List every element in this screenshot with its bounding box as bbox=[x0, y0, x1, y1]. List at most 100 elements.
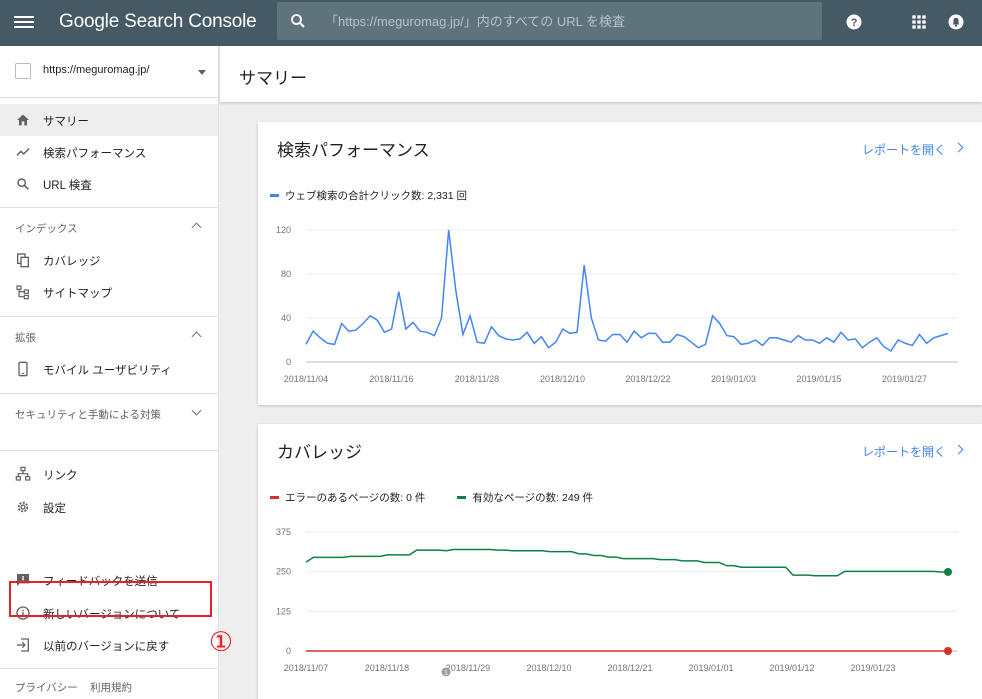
section-header-enhancements[interactable]: 拡張 bbox=[0, 322, 218, 352]
property-selector[interactable]: https://meguromag.jp/ bbox=[0, 46, 218, 98]
trending-up-icon bbox=[16, 148, 30, 156]
annotation-number: ① bbox=[208, 627, 234, 658]
card-title: カバレッジ bbox=[277, 443, 362, 462]
x-tick-label: 2019/01/23 bbox=[850, 663, 895, 673]
coverage-card: カバレッジ レポートを開く エラーのあるページの数: 0 件 有効なページの数:… bbox=[258, 424, 982, 699]
chart-legend: ウェブ検索の合計クリック数: 2,331 回 bbox=[270, 188, 467, 203]
chevron-down-icon bbox=[191, 405, 202, 416]
x-tick-label: 2019/01/01 bbox=[688, 663, 733, 673]
section-label: セキュリティと手動による対策 bbox=[15, 409, 162, 421]
section-label: 拡張 bbox=[15, 332, 36, 344]
x-tick-label: 2019/01/03 bbox=[711, 374, 756, 384]
page-title: サマリー bbox=[239, 69, 307, 88]
x-tick-label: 2018/11/07 bbox=[284, 663, 328, 673]
sitemap-icon bbox=[16, 285, 29, 300]
sidebar-item-label: 設定 bbox=[43, 503, 66, 515]
annotation-marker-icon[interactable] bbox=[441, 667, 451, 677]
coverage-chart: 0 125 250 375 2018/11/07 2018/11/18 2018/11/29… bbox=[276, 527, 958, 677]
x-tick-label: 2018/12/10 bbox=[526, 663, 571, 673]
y-tick-label: 120 bbox=[276, 225, 291, 235]
chevron-up-icon bbox=[191, 331, 202, 342]
series-end-point[interactable] bbox=[944, 647, 952, 655]
legend-label-valid: 有効なページの数: 249 件 bbox=[472, 492, 593, 504]
x-tick-label: 2018/12/10 bbox=[540, 374, 585, 384]
x-tick-label: 2018/11/16 bbox=[369, 374, 413, 384]
notifications-icon[interactable] bbox=[946, 12, 966, 32]
x-tick-label: 2019/01/15 bbox=[796, 374, 841, 384]
divider bbox=[0, 316, 218, 317]
sidebar-item-label: 検索パフォーマンス bbox=[43, 148, 147, 160]
section-label: インデックス bbox=[15, 223, 78, 235]
search-input[interactable] bbox=[325, 2, 815, 40]
annotation-highlight-box bbox=[9, 581, 212, 617]
chevron-up-icon bbox=[191, 222, 202, 233]
divider bbox=[0, 393, 218, 394]
sidebar-item-summary[interactable]: サマリー bbox=[0, 104, 218, 136]
sidebar-item-label: リンク bbox=[43, 470, 78, 482]
y-tick-label: 250 bbox=[276, 567, 291, 577]
sidebar-item-label: URL 検査 bbox=[43, 180, 92, 192]
site-favicon-icon bbox=[15, 63, 31, 79]
card-title: 検索パフォーマンス bbox=[277, 141, 430, 160]
sidebar-item-coverage[interactable]: カバレッジ bbox=[0, 244, 218, 276]
legend-label-error: エラーのあるページの数: 0 件 bbox=[285, 492, 426, 504]
x-tick-label: 2018/11/18 bbox=[365, 663, 409, 673]
section-header-security[interactable]: セキュリティと手動による対策 bbox=[0, 399, 218, 439]
apps-grid-icon[interactable] bbox=[909, 12, 929, 32]
y-tick-label: 125 bbox=[276, 606, 291, 616]
sidebar-item-url-inspection[interactable]: URL 検査 bbox=[0, 168, 218, 200]
sidebar-item-previous-version[interactable]: 以前のバージョンに戻す bbox=[0, 629, 218, 661]
y-tick-label: 40 bbox=[281, 313, 291, 323]
divider bbox=[0, 207, 218, 208]
help-icon[interactable]: ? bbox=[844, 12, 864, 32]
section-header-index[interactable]: インデックス bbox=[0, 213, 218, 243]
smartphone-icon bbox=[18, 361, 28, 377]
legend-swatch bbox=[270, 194, 279, 197]
info-icon bbox=[16, 606, 30, 620]
legend-swatch-error bbox=[270, 496, 279, 499]
y-tick-label: 375 bbox=[276, 527, 291, 537]
sidebar-item-mobile-usability[interactable]: モバイル ユーザビリティ bbox=[0, 353, 218, 385]
gear-icon bbox=[17, 501, 29, 513]
page-header: サマリー bbox=[220, 46, 982, 102]
legend-swatch-valid bbox=[457, 496, 467, 499]
sidebar-item-settings[interactable]: 設定 bbox=[0, 491, 218, 523]
annotation-marker-label: 1 bbox=[444, 670, 448, 677]
x-tick-label: 2018/11/29 bbox=[446, 663, 490, 673]
top-app-bar: Google Search Console ? bbox=[0, 0, 982, 46]
open-report-link[interactable]: レポートを開く bbox=[862, 143, 947, 157]
terms-link[interactable]: 利用規約 bbox=[90, 682, 132, 694]
sidebar-item-label: カバレッジ bbox=[43, 256, 101, 268]
chevron-right-icon[interactable] bbox=[953, 444, 964, 455]
x-tick-label: 2019/01/12 bbox=[769, 663, 814, 673]
x-tick-label: 2018/11/04 bbox=[284, 374, 328, 384]
sidebar-item-label: サイトマップ bbox=[43, 288, 112, 300]
series-line bbox=[305, 229, 949, 353]
sidebar-item-sitemaps[interactable]: サイトマップ bbox=[0, 276, 218, 308]
copy-pages-icon bbox=[17, 253, 29, 268]
dropdown-caret-icon bbox=[198, 70, 206, 75]
open-report-link[interactable]: レポートを開く bbox=[862, 445, 947, 459]
sidebar-item-label: サマリー bbox=[43, 116, 89, 128]
x-tick-label: 2018/11/28 bbox=[455, 374, 499, 384]
divider bbox=[0, 668, 218, 669]
legend-label: ウェブ検索の合計クリック数: 2,331 回 bbox=[285, 190, 468, 202]
performance-chart: 0 40 80 120 2018/11/04 2018/11/16 2018/11/28 20… bbox=[276, 225, 958, 384]
sidebar-item-performance[interactable]: 検索パフォーマンス bbox=[0, 136, 218, 168]
divider bbox=[0, 450, 218, 451]
sidebar-item-label: モバイル ユーザビリティ bbox=[43, 365, 172, 377]
property-url: https://meguromag.jp/ bbox=[43, 64, 150, 76]
privacy-link[interactable]: プライバシー bbox=[15, 682, 78, 694]
y-tick-label: 0 bbox=[286, 646, 291, 656]
x-tick-label: 2018/12/21 bbox=[607, 663, 652, 673]
url-inspection-search[interactable] bbox=[277, 2, 822, 40]
chevron-right-icon[interactable] bbox=[953, 142, 964, 153]
search-icon bbox=[17, 178, 29, 190]
sidebar-item-label: 以前のバージョンに戻す bbox=[43, 641, 170, 653]
performance-card: 検索パフォーマンス レポートを開く ウェブ検索の合計クリック数: 2,331 回… bbox=[258, 122, 982, 405]
sidebar-item-links[interactable]: リンク bbox=[0, 458, 218, 490]
series-end-point[interactable] bbox=[944, 567, 952, 576]
hamburger-menu-icon[interactable] bbox=[14, 13, 34, 33]
x-tick-label: 2019/01/27 bbox=[882, 374, 927, 384]
product-logo[interactable]: Google Search Console bbox=[59, 11, 257, 32]
